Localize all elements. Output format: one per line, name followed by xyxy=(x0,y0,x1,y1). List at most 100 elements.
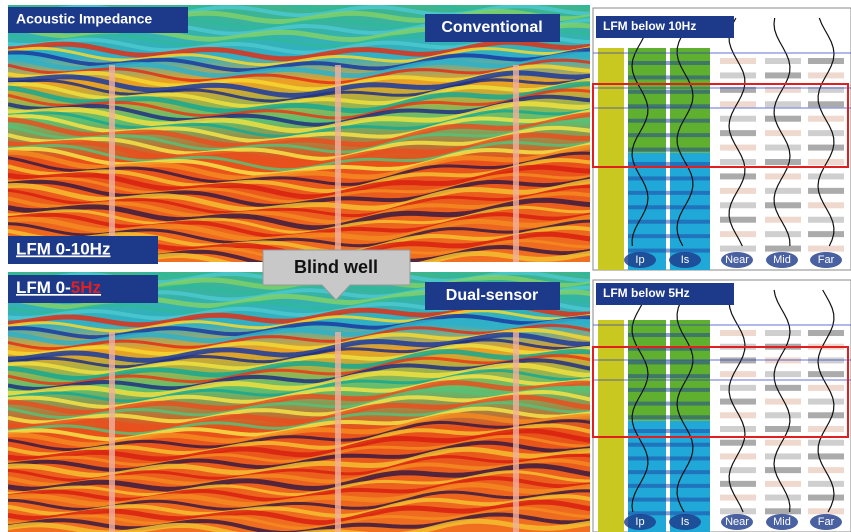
gather-stripe xyxy=(765,495,801,501)
log-title: LFM below 10Hz xyxy=(603,19,696,33)
track-label: Ip xyxy=(635,516,644,528)
gather-stripe xyxy=(808,58,844,64)
lfm-label: LFM 0-5Hz xyxy=(16,278,101,297)
log-band xyxy=(628,333,710,337)
section-label: Dual-sensor xyxy=(446,287,538,304)
log-band xyxy=(628,498,710,502)
gather-stripe xyxy=(808,173,844,179)
gather-stripe xyxy=(808,130,844,136)
gather-stripe xyxy=(765,188,801,194)
lithology xyxy=(598,48,624,270)
gather-stripe xyxy=(808,101,844,107)
gather-stripe xyxy=(765,101,801,107)
gather-stripe xyxy=(808,440,844,446)
log-band xyxy=(628,162,710,166)
gather-stripe xyxy=(720,116,756,122)
track-label: Near xyxy=(725,516,749,528)
well-trace xyxy=(109,65,115,262)
gather-stripe xyxy=(808,481,844,487)
well-trace xyxy=(335,332,341,532)
gather-stripe xyxy=(808,330,844,336)
gather-stripe xyxy=(765,58,801,64)
log-band xyxy=(628,360,710,364)
log-band xyxy=(628,470,710,474)
log-band xyxy=(628,456,710,460)
gather-stripe xyxy=(808,385,844,391)
gather-stripe xyxy=(808,508,844,514)
gather-stripe xyxy=(720,231,756,237)
log-band xyxy=(628,75,710,79)
gather-stripe xyxy=(765,231,801,237)
gather-stripe xyxy=(720,495,756,501)
track-label: Is xyxy=(681,254,690,266)
log-band xyxy=(628,443,710,447)
gather-stripe xyxy=(765,412,801,418)
gather-stripe xyxy=(765,385,801,391)
gather-stripe xyxy=(765,467,801,473)
gather-stripe xyxy=(765,202,801,208)
gather-stripe xyxy=(808,399,844,405)
figure: Ip Is Near Mid Far Ip Is Near Mid Far Acoustic I… xyxy=(0,0,851,532)
log-band xyxy=(628,402,710,406)
log-band xyxy=(628,429,710,433)
log-band xyxy=(628,484,710,488)
log-band xyxy=(628,205,710,209)
gather-stripe xyxy=(720,357,756,363)
gather-stripe xyxy=(808,412,844,418)
gather-stripe xyxy=(720,202,756,208)
gather-stripe xyxy=(720,399,756,405)
lfm-highlight: 5Hz xyxy=(71,278,101,297)
well-trace xyxy=(109,332,115,532)
log-band xyxy=(628,388,710,392)
gather-stripe xyxy=(765,217,801,223)
gather-stripe xyxy=(808,246,844,252)
gather-stripe xyxy=(765,508,801,514)
track-label: Is xyxy=(681,516,690,528)
gather-stripe xyxy=(720,385,756,391)
track-label: Far xyxy=(818,254,835,266)
lfm-prefix: LFM 0- xyxy=(16,278,71,297)
gather-stripe xyxy=(720,173,756,179)
track-label: Ip xyxy=(635,254,644,266)
gather-stripe xyxy=(720,330,756,336)
log-band xyxy=(628,415,710,419)
gather-stripe xyxy=(808,231,844,237)
gather-stripe xyxy=(765,453,801,459)
lfm-label: LFM 0-10Hz xyxy=(16,239,110,258)
log-band xyxy=(628,249,710,253)
gather-stripe xyxy=(720,371,756,377)
gather-stripe xyxy=(720,467,756,473)
well-log-panel: Ip Is Near Mid Far xyxy=(593,280,851,532)
gather-stripe xyxy=(808,371,844,377)
log-band xyxy=(628,61,710,65)
well-trace xyxy=(513,65,519,262)
gather-stripe xyxy=(720,508,756,514)
gather-stripe xyxy=(808,453,844,459)
well-trace xyxy=(335,65,341,262)
section-title: Acoustic Impedance xyxy=(16,11,152,27)
log-band xyxy=(628,148,710,152)
gather-stripe xyxy=(808,495,844,501)
gather-stripe xyxy=(765,72,801,78)
gather-stripe xyxy=(720,440,756,446)
track-label: Near xyxy=(725,254,749,266)
log-band xyxy=(628,234,710,238)
log-band xyxy=(628,119,710,123)
gather-stripe xyxy=(765,330,801,336)
gather-stripe xyxy=(720,72,756,78)
track-label: Mid xyxy=(773,516,791,528)
gather-stripe xyxy=(720,159,756,165)
gather-stripe xyxy=(765,116,801,122)
log-band xyxy=(628,90,710,94)
lithology xyxy=(598,320,624,532)
track-label: Far xyxy=(818,516,835,528)
gather-stripe xyxy=(720,246,756,252)
gather-stripe xyxy=(720,426,756,432)
gather-stripe xyxy=(808,357,844,363)
log-band xyxy=(628,191,710,195)
gather-stripe xyxy=(765,357,801,363)
gather-stripe xyxy=(808,188,844,194)
log-band xyxy=(628,133,710,137)
gather-stripe xyxy=(765,481,801,487)
gather-stripe xyxy=(765,145,801,151)
